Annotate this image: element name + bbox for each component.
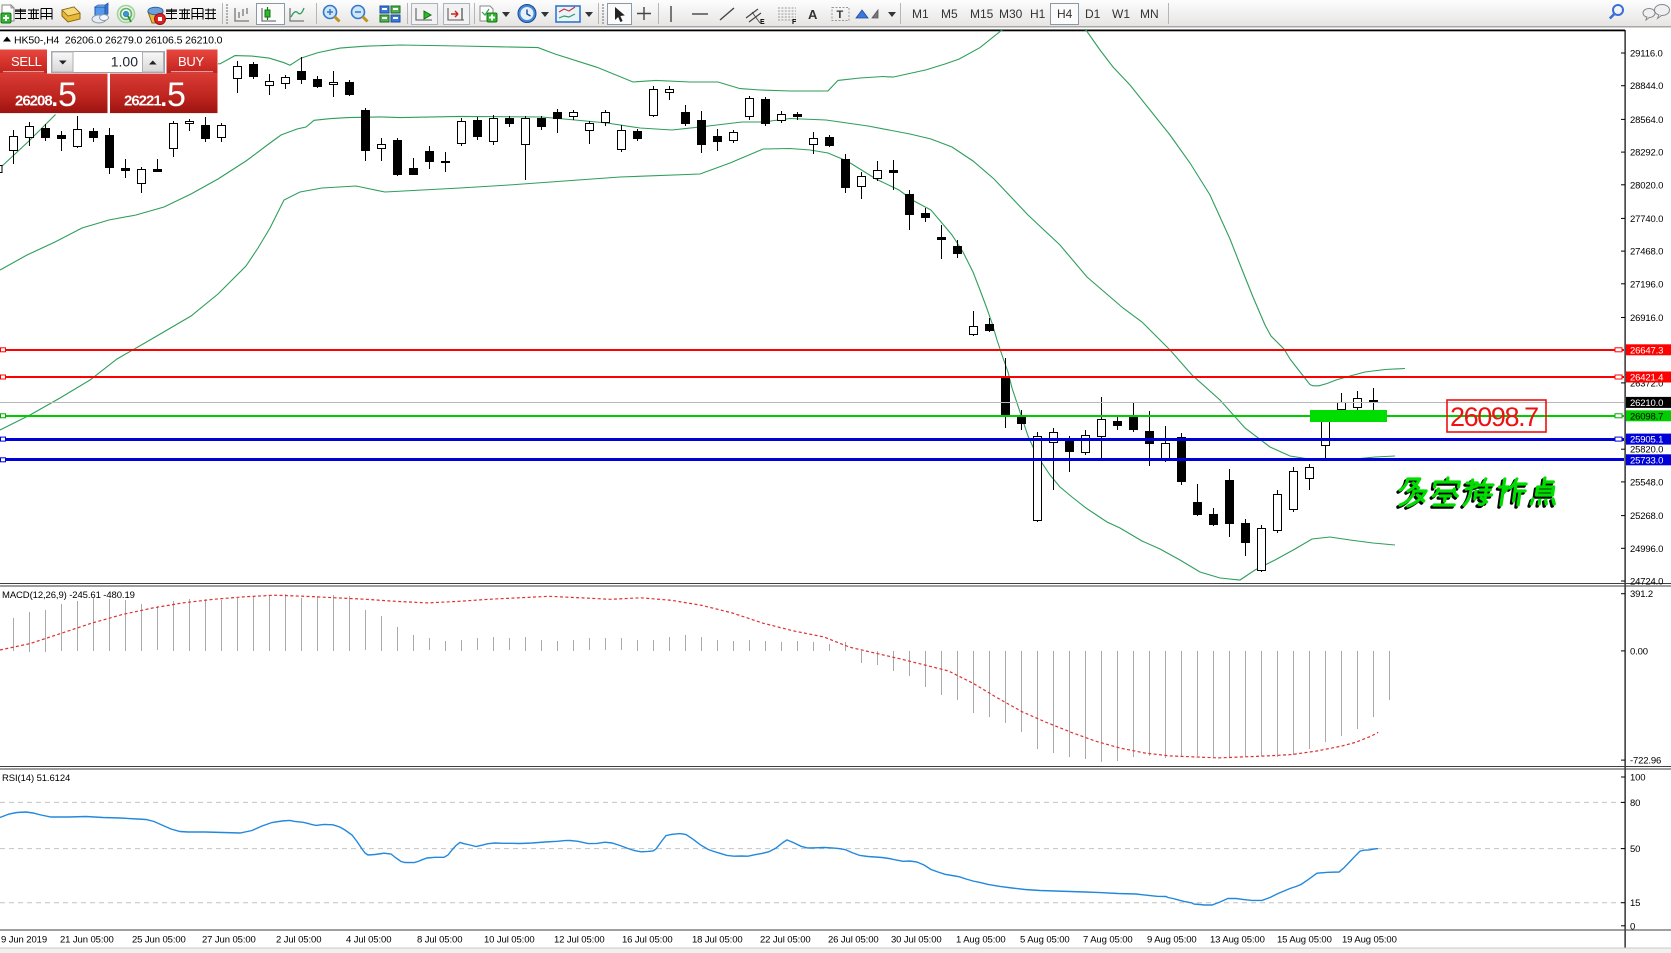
svg-text:28292.0: 28292.0 — [1630, 148, 1663, 159]
svg-text:M15: M15 — [970, 7, 994, 21]
svg-text:24724.0: 24724.0 — [1630, 577, 1663, 588]
svg-text:.5: .5 — [159, 76, 185, 114]
svg-text:1 Aug 05:00: 1 Aug 05:00 — [956, 935, 1006, 946]
svg-text:13 Aug 05:00: 13 Aug 05:00 — [1210, 935, 1265, 946]
svg-text:25905.1: 25905.1 — [1630, 435, 1663, 446]
svg-text:10 Jul 05:00: 10 Jul 05:00 — [484, 935, 535, 946]
svg-text:28564.0: 28564.0 — [1630, 115, 1663, 126]
svg-text:19 Aug 05:00: 19 Aug 05:00 — [1342, 935, 1397, 946]
svg-text:7 Aug 05:00: 7 Aug 05:00 — [1083, 935, 1133, 946]
svg-text:18 Jul 05:00: 18 Jul 05:00 — [692, 935, 743, 946]
svg-text:RSI(14) 51.6124: RSI(14) 51.6124 — [2, 773, 70, 784]
svg-text:15: 15 — [1630, 898, 1640, 909]
svg-text:27468.0: 27468.0 — [1630, 247, 1663, 258]
svg-text:SELL: SELL — [11, 54, 42, 69]
svg-text:26421.4: 26421.4 — [1630, 373, 1663, 384]
svg-text:M1: M1 — [912, 7, 929, 21]
svg-text:24996.0: 24996.0 — [1630, 544, 1663, 555]
svg-text:M30: M30 — [999, 7, 1023, 21]
svg-text:26210.0: 26210.0 — [1630, 398, 1663, 409]
svg-text:M5: M5 — [941, 7, 958, 21]
svg-text:W1: W1 — [1112, 7, 1130, 21]
svg-text:5 Aug 05:00: 5 Aug 05:00 — [1020, 935, 1070, 946]
svg-text:100: 100 — [1630, 773, 1645, 784]
svg-text:BUY: BUY — [178, 54, 204, 69]
svg-text:27740.0: 27740.0 — [1630, 214, 1663, 225]
svg-text:26916.0: 26916.0 — [1630, 313, 1663, 324]
svg-text:0: 0 — [1630, 921, 1635, 932]
svg-text:.5: .5 — [50, 76, 76, 114]
svg-text:9 Jun 2019: 9 Jun 2019 — [1, 935, 47, 946]
svg-text:A: A — [808, 7, 818, 22]
svg-text:29116.0: 29116.0 — [1630, 49, 1663, 60]
svg-text:H1: H1 — [1030, 7, 1046, 21]
svg-text:-722.96: -722.96 — [1630, 756, 1661, 767]
svg-text:26221: 26221 — [124, 93, 161, 110]
svg-text:50: 50 — [1630, 844, 1640, 855]
svg-text:25733.0: 25733.0 — [1630, 455, 1663, 466]
svg-text:21 Jun 05:00: 21 Jun 05:00 — [60, 935, 114, 946]
svg-text:D1: D1 — [1085, 7, 1101, 21]
svg-text:MN: MN — [1140, 7, 1159, 21]
svg-text:26098.7: 26098.7 — [1450, 402, 1538, 432]
svg-text:25548.0: 25548.0 — [1630, 477, 1663, 488]
svg-text:25268.0: 25268.0 — [1630, 511, 1663, 522]
svg-text:25 Jun 05:00: 25 Jun 05:00 — [132, 935, 186, 946]
svg-text:9 Aug 05:00: 9 Aug 05:00 — [1147, 935, 1197, 946]
svg-text:26 Jul 05:00: 26 Jul 05:00 — [828, 935, 879, 946]
svg-text:F: F — [792, 19, 797, 26]
svg-text:28020.0: 28020.0 — [1630, 180, 1663, 191]
svg-text:28844.0: 28844.0 — [1630, 81, 1663, 92]
svg-text:26208: 26208 — [15, 93, 52, 110]
svg-text:12 Jul 05:00: 12 Jul 05:00 — [554, 935, 605, 946]
svg-text:4 Jul 05:00: 4 Jul 05:00 — [346, 935, 391, 946]
svg-text:16 Jul 05:00: 16 Jul 05:00 — [622, 935, 673, 946]
svg-text:HK50-,H4 26206.0 26279.0 2610: HK50-,H4 26206.0 26279.0 26106.5 26210.0 — [14, 35, 223, 47]
svg-text:1.00: 1.00 — [111, 54, 138, 70]
svg-text:30 Jul 05:00: 30 Jul 05:00 — [891, 935, 942, 946]
svg-text:27 Jun 05:00: 27 Jun 05:00 — [202, 935, 256, 946]
svg-text:26647.3: 26647.3 — [1630, 345, 1663, 356]
svg-text:8 Jul 05:00: 8 Jul 05:00 — [417, 935, 462, 946]
svg-text:26098.7: 26098.7 — [1630, 411, 1663, 422]
svg-text:391.2: 391.2 — [1630, 589, 1653, 600]
svg-text:80: 80 — [1630, 798, 1640, 809]
svg-text:25820.0: 25820.0 — [1630, 445, 1663, 456]
svg-text:26372.0: 26372.0 — [1630, 378, 1663, 389]
svg-text:22 Jul 05:00: 22 Jul 05:00 — [760, 935, 811, 946]
svg-text:MACD(12,26,9) -245.61 -480.19: MACD(12,26,9) -245.61 -480.19 — [2, 590, 135, 601]
svg-text:T: T — [837, 9, 844, 21]
svg-text:15 Aug 05:00: 15 Aug 05:00 — [1277, 935, 1332, 946]
svg-text:27196.0: 27196.0 — [1630, 279, 1663, 290]
svg-text:E: E — [760, 19, 765, 26]
svg-text:0.00: 0.00 — [1630, 646, 1648, 657]
svg-text:H4: H4 — [1057, 7, 1073, 21]
svg-text:2 Jul 05:00: 2 Jul 05:00 — [276, 935, 321, 946]
